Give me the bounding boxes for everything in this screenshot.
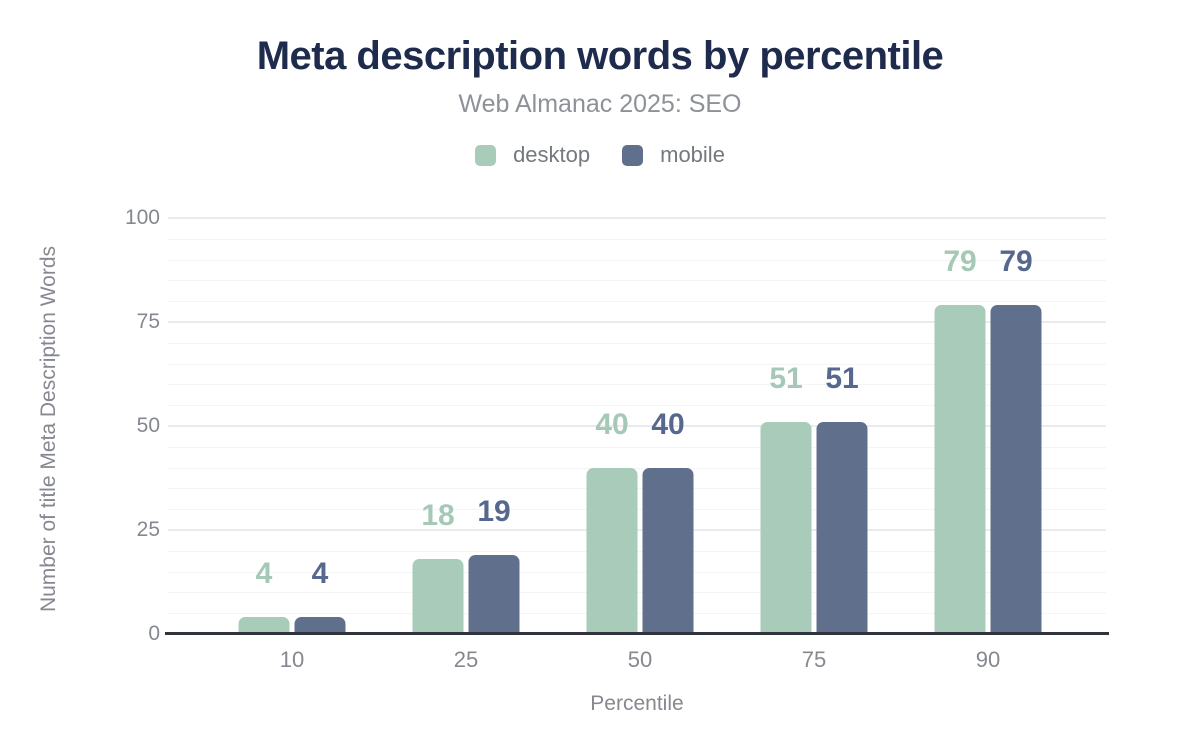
bar-column-desktop-p50: 40: [586, 218, 638, 634]
chart-subtitle: Web Almanac 2025: SEO: [458, 90, 742, 118]
x-tick-75: 75: [801, 647, 827, 672]
bar-value-mobile-p10: 4: [311, 557, 329, 591]
gridline-major-100: [168, 217, 1106, 219]
bar-value-desktop-p90: 79: [943, 245, 977, 279]
gridline-major-50: [168, 425, 1106, 427]
chart-title: Meta description words by percentile: [256, 34, 944, 78]
bar-group-p50: 40 40: [553, 218, 727, 634]
bar-desktop-p25: [412, 559, 464, 634]
y-axis-ticks: 0 25 50 75 100: [0, 0, 160, 742]
bar-group-p75: 51 51: [727, 218, 901, 634]
bar-column-desktop-p90: 79: [934, 218, 986, 634]
bar-column-mobile-p50: 40: [642, 218, 694, 634]
legend-label: mobile: [660, 142, 725, 167]
x-tick-25: 25: [453, 647, 479, 672]
gridline-minor-95: [168, 238, 1106, 240]
bar-mobile-p25: [468, 554, 520, 634]
legend-item-mobile[interactable]: mobile: [622, 142, 725, 168]
bar-column-desktop-p75: 51: [760, 218, 812, 634]
bar-desktop-p50: [586, 467, 638, 634]
y-tick-50: 50: [136, 414, 160, 437]
y-tick-25: 25: [136, 518, 160, 541]
bar-column-mobile-p25: 19: [468, 218, 520, 634]
bar-value-desktop-p25: 18: [421, 499, 455, 533]
x-axis-ticks: 10 25 50 75 90: [168, 648, 1106, 672]
bar-mobile-p50: [642, 467, 694, 634]
x-axis-title: Percentile: [590, 692, 684, 715]
bar-desktop-p10: [238, 617, 290, 634]
bar-mobile-p90: [990, 305, 1042, 634]
bar-pair: 40 40: [586, 218, 694, 634]
gridline-minor-55: [168, 405, 1106, 407]
bar-value-mobile-p75: 51: [825, 361, 859, 395]
legend: desktop mobile: [0, 142, 1200, 168]
bar-value-desktop-p75: 51: [769, 361, 803, 395]
legend-swatch-desktop: [475, 144, 497, 166]
legend-swatch-mobile: [622, 144, 644, 166]
y-tick-75: 75: [136, 310, 160, 333]
bar-value-mobile-p25: 19: [477, 494, 511, 528]
gridline-minor-65: [168, 363, 1106, 365]
x-tick-10: 10: [279, 647, 305, 672]
gridline-minor-85: [168, 280, 1106, 282]
bar-value-desktop-p10: 4: [255, 557, 273, 591]
bar-pair: 18 19: [412, 218, 520, 634]
bar-column-desktop-p10: 4: [238, 218, 290, 634]
y-tick-0: 0: [148, 622, 160, 645]
bar-mobile-p75: [816, 421, 868, 634]
gridline-minor-45: [168, 446, 1106, 448]
plot-area: 4 4 18 19 40 40 51 51 79 79: [165, 217, 1109, 635]
bar-groups: 4 4 18 19 40 40 51 51 79 79: [168, 218, 1106, 634]
bar-column-desktop-p25: 18: [412, 218, 464, 634]
gridline-minor-90: [168, 259, 1106, 261]
bar-value-mobile-p50: 40: [651, 407, 685, 441]
x-axis-line: [165, 632, 1109, 635]
bar-column-mobile-p75: 51: [816, 218, 868, 634]
bar-group-p90: 79 79: [901, 218, 1075, 634]
legend-item-desktop[interactable]: desktop: [475, 142, 590, 168]
gridline-minor-70: [168, 342, 1106, 344]
bar-value-desktop-p50: 40: [595, 407, 629, 441]
x-tick-50: 50: [627, 647, 653, 672]
legend-label: desktop: [513, 142, 591, 167]
x-tick-90: 90: [975, 647, 1001, 672]
bar-pair: 51 51: [760, 218, 868, 634]
gridline-major-75: [168, 321, 1106, 323]
bar-column-mobile-p10: 4: [294, 218, 346, 634]
gridline-minor-40: [168, 467, 1106, 469]
bar-column-mobile-p90: 79: [990, 218, 1042, 634]
bar-desktop-p90: [934, 305, 986, 634]
bar-mobile-p10: [294, 617, 346, 634]
bar-value-mobile-p90: 79: [999, 245, 1033, 279]
bar-desktop-p75: [760, 421, 812, 634]
bar-group-p25: 18 19: [379, 218, 553, 634]
bar-pair: 79 79: [934, 218, 1042, 634]
gridline-minor-60: [168, 384, 1106, 386]
gridline-minor-80: [168, 301, 1106, 303]
y-tick-100: 100: [124, 206, 160, 229]
